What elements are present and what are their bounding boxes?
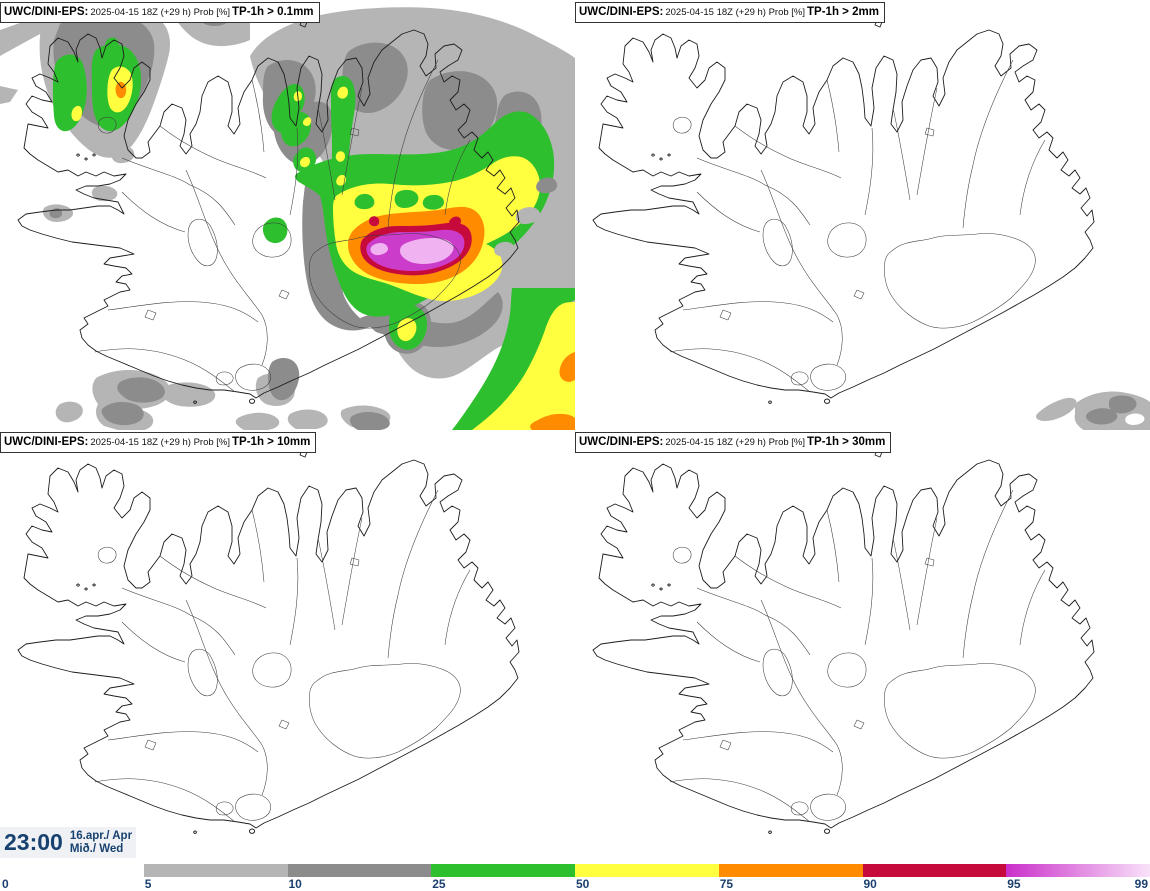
valid-date: 16.apr./ Apr Mið./ Wed — [70, 830, 132, 856]
legend-segment — [0, 864, 144, 877]
legend-tick: 25 — [432, 877, 446, 891]
map-panel-tp-2mm: UWC/DINI-EPS: 2025-04-15 18Z (+29 h) Prob… — [575, 0, 1150, 430]
panel-title: UWC/DINI-EPS: 2025-04-15 18Z (+29 h) Prob… — [575, 432, 892, 453]
legend-tick: 10 — [288, 877, 302, 891]
map-canvas — [0, 3, 575, 430]
panel-grid: UWC/DINI-EPS: 2025-04-15 18Z (+29 h) Prob… — [0, 0, 1150, 860]
legend-tick: 0 — [2, 877, 9, 891]
legend-tick: 99 — [1134, 877, 1148, 891]
panel-title: UWC/DINI-EPS: 2025-04-15 18Z (+29 h) Prob… — [575, 2, 885, 23]
valid-time: 23:00 — [4, 829, 63, 855]
legend-segment — [287, 864, 432, 877]
legend-tick: 50 — [576, 877, 590, 891]
legend-segment — [575, 864, 719, 877]
panel-title: UWC/DINI-EPS: 2025-04-15 18Z (+29 h) Prob… — [0, 2, 320, 23]
precip-probability-overlay — [0, 3, 575, 430]
legend-tick: 5 — [144, 877, 152, 891]
probability-legend: 0 5 10 25 50 75 90 95 99 — [0, 860, 1150, 891]
legend-labels: 0 5 10 25 50 75 90 95 99 — [0, 877, 1150, 891]
map-panel-tp-10mm: UWC/DINI-EPS: 2025-04-15 18Z (+29 h) Prob… — [0, 430, 575, 860]
model-label: UWC/DINI-EPS: — [579, 6, 664, 18]
run-label: 2025-04-15 18Z (+29 h) Prob [%] — [90, 7, 231, 18]
legend-segment — [431, 864, 575, 877]
map-canvas — [592, 19, 1150, 430]
run-label: 2025-04-15 18Z (+29 h) Prob [%] — [90, 437, 231, 448]
valid-date-line2: Mið./ Wed — [69, 842, 124, 855]
threshold-label: TP-1h > 10mm — [232, 436, 311, 448]
run-label: 2025-04-15 18Z (+29 h) Prob [%] — [665, 7, 806, 18]
map-canvas — [592, 449, 1095, 834]
gray-overlay — [1035, 391, 1150, 430]
map-canvas — [17, 449, 520, 834]
run-label: 2025-04-15 18Z (+29 h) Prob [%] — [665, 437, 806, 448]
legend-tick: 95 — [1007, 877, 1021, 891]
map-panel-tp-30mm: UWC/DINI-EPS: 2025-04-15 18Z (+29 h) Prob… — [575, 430, 1150, 860]
legend-bar — [0, 864, 1150, 877]
model-label: UWC/DINI-EPS: — [4, 6, 89, 18]
valid-date-line1: 16.apr./ Apr — [69, 829, 133, 842]
valid-time-box: 23:00 16.apr./ Apr Mið./ Wed — [0, 827, 136, 858]
legend-segment — [143, 864, 288, 877]
model-label: UWC/DINI-EPS: — [4, 436, 89, 448]
threshold-label: TP-1h > 2mm — [807, 6, 879, 18]
threshold-label: TP-1h > 0.1mm — [232, 6, 314, 18]
model-label: UWC/DINI-EPS: — [579, 436, 664, 448]
panel-title: UWC/DINI-EPS: 2025-04-15 18Z (+29 h) Prob… — [0, 432, 317, 453]
map-panel-tp-0p1mm: UWC/DINI-EPS: 2025-04-15 18Z (+29 h) Prob… — [0, 0, 575, 430]
legend-tick: 75 — [719, 877, 734, 891]
legend-tick: 90 — [863, 877, 877, 891]
legend-segment — [718, 864, 863, 877]
legend-segment — [862, 864, 1007, 877]
legend-segment — [1006, 864, 1150, 877]
threshold-label: TP-1h > 30mm — [807, 436, 886, 448]
